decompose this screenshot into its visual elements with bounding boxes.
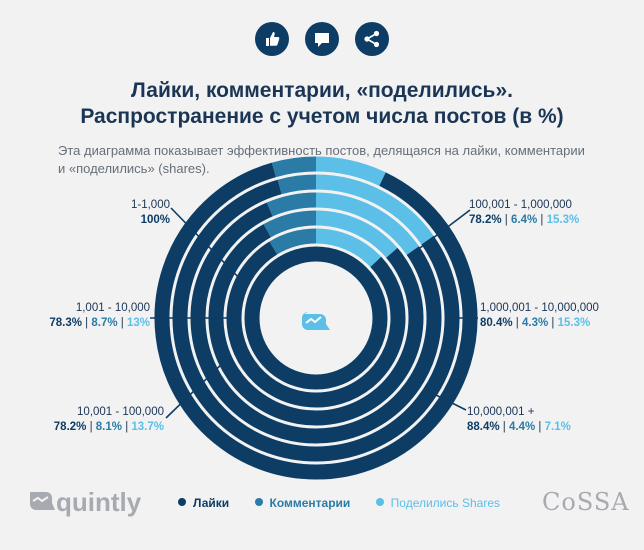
chart-title: Лайки, комментарии, «поделились». Распро… [0, 78, 644, 130]
ring-label-4: 100,001 - 1,000,000 78.2% | 6.4% | 15.3% [469, 198, 579, 228]
legend: Лайки Комментарии Поделились Shares [178, 496, 522, 510]
title-line-1: Лайки, комментарии, «поделились». [131, 79, 513, 102]
thumbs-up-icon [265, 32, 279, 46]
likes-value-6: 88.4% [467, 421, 500, 433]
ring-label-2: 1,001 - 10,000 78.3% | 8.7% | 13% [20, 301, 150, 331]
quintly-logo-text: quintly [56, 487, 142, 517]
ring-values-2: 78.3% | 8.7% | 13% [49, 317, 150, 329]
ring-5-likes-arc [172, 179, 460, 462]
share-toolbar [0, 22, 644, 56]
leader-line-3 [165, 357, 229, 419]
title-line-2: Распространение с учетом числа постов (в… [80, 105, 564, 128]
comments-value-2: 8.7% [91, 317, 118, 329]
footer: quintly Лайки Комментарии Поделились Sha… [0, 486, 644, 526]
leader-line-1 [170, 207, 247, 286]
ring-range-3: 10,001 - 100,000 [77, 406, 164, 418]
subtitle-line-1: Эта диаграмма показывает эффективность п… [58, 143, 585, 158]
legend-item-likes: Лайки [178, 496, 229, 510]
share-icon [364, 30, 380, 48]
quintly-logo: quintly [26, 487, 141, 523]
likes-value-5: 80.4% [480, 317, 513, 329]
ring-values-1: 100% [60, 213, 170, 228]
ring-6-shares-arc [315, 156, 386, 186]
likes-value-2: 78.3% [49, 317, 82, 329]
legend-item-shares: Поделились Shares [375, 496, 500, 510]
likes-value-1: 100% [140, 214, 170, 226]
ring-range-5: 1,000,001 - 10,000,000 [480, 302, 599, 314]
ring-6-comments-arc [271, 156, 317, 178]
ring-3-likes-arc [208, 224, 424, 426]
chart-subtitle: Эта диаграмма показывает эффективность п… [58, 142, 598, 178]
legend-dot-shares [375, 498, 384, 506]
likes-value-3: 78.2% [53, 421, 87, 433]
comment-button[interactable] [305, 22, 339, 56]
shares-value-5: 15.3% [557, 317, 591, 329]
ring-3-comments-arc [263, 210, 317, 238]
likes-value-4: 78.2% [469, 214, 502, 226]
ring-label-3: 10,001 - 100,000 78.2% | 8.1% | 13.7% [20, 405, 164, 435]
ring-values-3: 78.2% | 8.1% | 13.7% [53, 421, 164, 433]
legend-item-comments: Комментарии [254, 496, 351, 510]
ring-range-2: 1,001 - 10,000 [75, 302, 150, 314]
shares-value-3: 13.7% [131, 421, 164, 433]
share-button[interactable] [355, 22, 390, 56]
ring-values-5: 80.4% | 4.3% | 15.3% [480, 317, 591, 329]
subtitle-line-2: и «поделились» (shares). [58, 161, 210, 176]
leader-line-4 [411, 209, 471, 255]
comment-icon [315, 33, 329, 47]
ring-2-comments-arc [269, 228, 317, 255]
shares-value-2: 13% [126, 317, 150, 329]
ring-label-1: 1-1,000 100% [60, 198, 170, 228]
legend-label-shares: Поделились Shares [390, 496, 500, 510]
ring-range-4: 100,001 - 1,000,000 [469, 199, 572, 211]
ring-values-4: 78.2% | 6.4% | 15.3% [469, 214, 580, 226]
ring-6-likes-arc [154, 162, 478, 480]
legend-label-comments: Комментарии [269, 496, 351, 510]
comments-value-3: 8.1% [95, 421, 122, 433]
comments-value-6: 4.4% [509, 421, 536, 433]
legend-dot-comments [254, 498, 263, 506]
ring-label-6: 10,000,001 + 88.4% | 4.4% | 7.1% [467, 405, 571, 435]
ring-range-1: 1-1,000 [130, 199, 170, 211]
ring-label-5: 1,000,001 - 10,000,000 80.4% | 4.3% | 15… [480, 301, 599, 331]
ring-1-likes-arc [244, 246, 388, 390]
quintly-logo-icon [30, 492, 55, 510]
legend-dot-likes [178, 498, 186, 506]
ring-5-comments-arc [277, 174, 317, 195]
ring-4-comments-arc [266, 192, 317, 217]
ring-5-shares-arc [315, 174, 434, 245]
legend-label-likes: Лайки [193, 496, 230, 510]
cossa-logo: CoSSA [542, 488, 630, 516]
ring-4-shares-arc [315, 192, 419, 255]
shares-value-6: 7.1% [544, 421, 571, 433]
ring-2-likes-arc [226, 241, 406, 408]
leader-line-6 [425, 389, 467, 411]
ring-values-6: 88.4% | 4.4% | 7.1% [467, 421, 571, 433]
like-button[interactable] [254, 22, 289, 56]
ring-range-6: 10,000,001 + [467, 406, 535, 418]
ring-3-shares-arc [315, 210, 398, 258]
center-logo-icon [302, 312, 330, 330]
shares-value-4: 15.3% [546, 214, 580, 226]
ring-2-shares-arc [315, 228, 382, 268]
comments-value-4: 6.4% [511, 214, 538, 226]
ring-4-likes-arc [190, 202, 442, 444]
comments-value-5: 4.3% [522, 317, 549, 329]
